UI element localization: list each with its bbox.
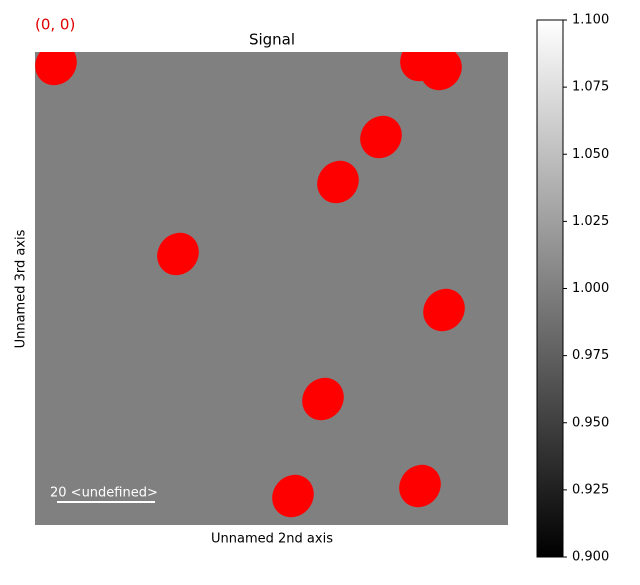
marker [35,52,77,86]
colorbar-tick-label: 0.925 [572,482,609,497]
marker [272,474,314,518]
markers [35,52,465,518]
marker [360,115,402,159]
image [35,52,508,525]
marker [423,288,465,332]
chart-title: Signal [249,31,295,49]
colorbar-tick-label: 1.000 [572,281,609,296]
marker [420,52,462,91]
marker [157,232,199,276]
x-axis-label: Unnamed 2nd axis [211,532,333,547]
marker [399,464,441,508]
marker [302,377,344,421]
colorbar-tick-label: 1.025 [572,214,609,229]
y-axis-label: Unnamed 3rd axis [14,229,29,348]
colorbar-tick-label: 1.050 [572,147,609,162]
colorbar [536,19,564,558]
annotation: (0, 0) [35,16,75,34]
marker [317,160,359,204]
colorbar-tick-label: 0.950 [572,415,609,430]
colorbar-tick-label: 0.975 [572,348,609,363]
scalebar-label: 20 <undefined> [50,486,158,501]
colorbar-tick-label: 1.100 [572,13,609,28]
colorbar-tick-label: 0.900 [572,550,609,565]
colorbar-tick-label: 1.075 [572,80,609,95]
